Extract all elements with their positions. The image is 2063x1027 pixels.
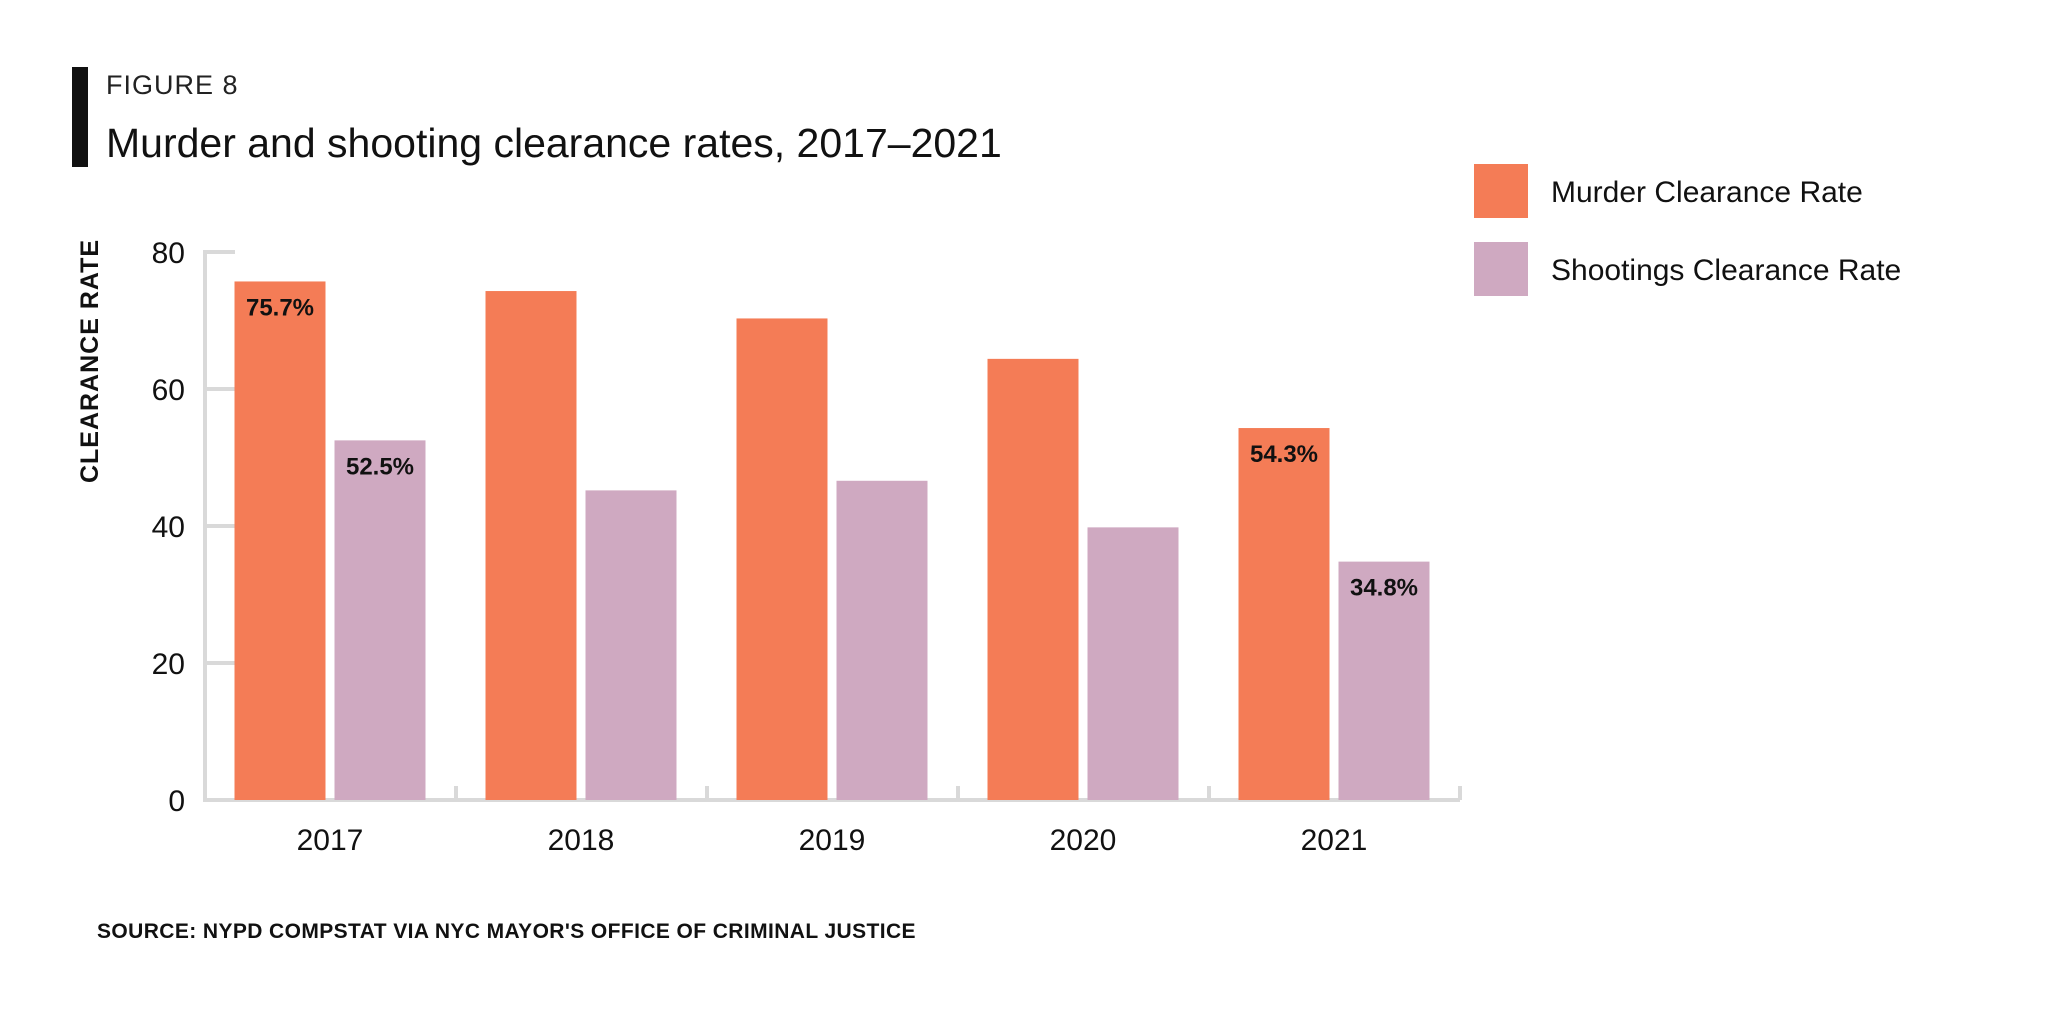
bar-shootings-2020	[1087, 527, 1179, 800]
bar-murder-2020	[987, 358, 1079, 800]
y-axis-title: CLEARANCE RATE	[76, 239, 104, 483]
bar-murder-2017	[234, 281, 326, 801]
bar-shootings-2019	[836, 480, 928, 800]
bar-murder-2021	[1238, 428, 1330, 800]
bar-shootings-2017	[334, 440, 426, 800]
bar-murder-2018	[485, 291, 577, 800]
data-label: 75.7%	[246, 294, 314, 321]
data-label: 54.3%	[1250, 441, 1318, 468]
bar-shootings-2021	[1338, 561, 1430, 800]
x-tick-label: 2019	[799, 824, 866, 857]
x-tick-label: 2017	[297, 824, 364, 857]
y-tick-label: 40	[152, 511, 185, 544]
legend-label-shootings: Shootings Clearance Rate	[1551, 254, 1902, 287]
chart-title: Murder and shooting clearance rates, 201…	[106, 120, 1002, 166]
bar-murder-2019	[736, 318, 828, 800]
figure-accent-bar	[72, 67, 88, 167]
y-tick-label: 20	[152, 648, 185, 681]
legend-label-murder: Murder Clearance Rate	[1551, 176, 1863, 209]
source-note: SOURCE: NYPD COMPSTAT VIA NYC MAYOR'S OF…	[97, 920, 916, 943]
y-tick-label: 0	[168, 785, 185, 818]
legend-swatch-murder	[1474, 164, 1528, 218]
figure-label: FIGURE 8	[106, 70, 239, 100]
bar-shootings-2018	[585, 490, 677, 800]
data-label: 34.8%	[1350, 575, 1418, 602]
x-tick-label: 2020	[1050, 824, 1117, 857]
y-tick-label: 60	[152, 374, 185, 407]
data-label: 52.5%	[346, 453, 414, 480]
x-tick-label: 2018	[548, 824, 615, 857]
y-tick-label: 80	[152, 237, 185, 270]
x-tick-label: 2021	[1301, 824, 1368, 857]
legend-swatch-shootings	[1474, 242, 1528, 296]
